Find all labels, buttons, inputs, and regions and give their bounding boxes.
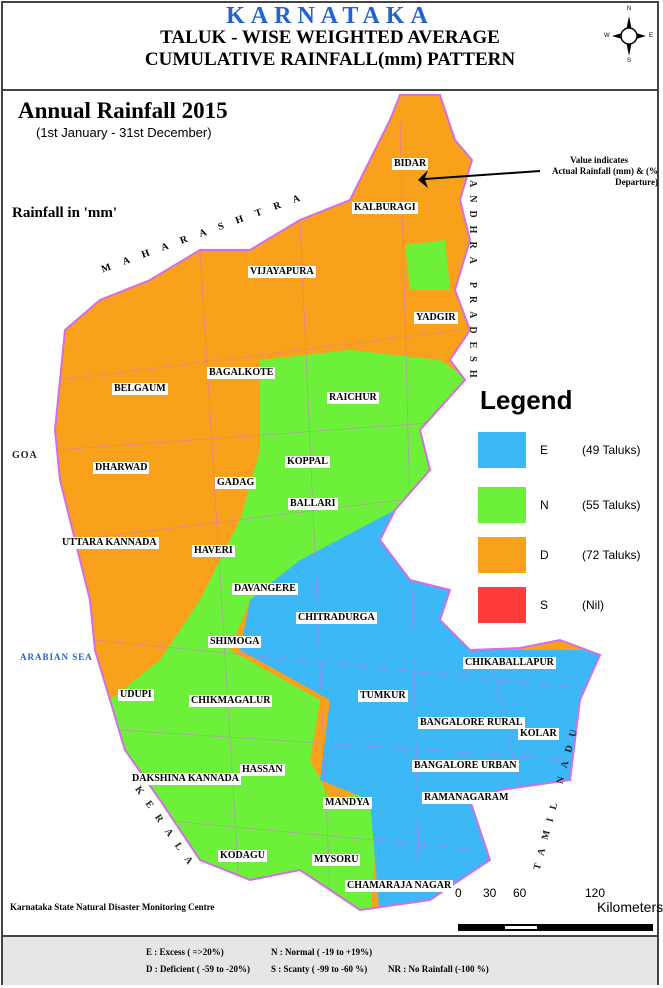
- district-label: BAGALKOTE: [207, 367, 276, 379]
- map-title: Annual Rainfall 2015: [18, 98, 228, 123]
- district-label: DAVANGERE: [232, 583, 298, 595]
- legend-count: (72 Taluks): [582, 548, 641, 562]
- scale-tick: 30: [483, 886, 497, 900]
- footer-no-rainfall: NR : No Rainfall (-100 %): [388, 964, 489, 974]
- district-label: SHIMOGA: [208, 636, 262, 648]
- value-note-line-1: Value indicates: [570, 155, 628, 165]
- value-note: Value indicates Actual Rainfall (mm) & (…: [538, 155, 658, 188]
- region-normal-east: [405, 240, 450, 290]
- footer-key: E : Excess ( =>20%) N : Normal ( -19 to …: [3, 935, 657, 985]
- legend-swatch: [478, 537, 526, 573]
- district-label: KALBURAGI: [352, 202, 418, 214]
- district-label: KOPPAL: [285, 456, 330, 468]
- district-label: MANDYA: [323, 797, 372, 809]
- footer-excess: E : Excess ( =>20%): [146, 947, 224, 957]
- unit-label: Rainfall in 'mm': [12, 205, 118, 221]
- district-label: BIDAR: [392, 158, 429, 170]
- legend-item: D (72 Taluks): [478, 537, 658, 573]
- header: KARNATAKA TALUK - WISE WEIGHTED AVERAGE …: [3, 3, 657, 91]
- scale-bar-white: [505, 926, 537, 929]
- district-label: UTTARA KANNADA: [60, 537, 159, 549]
- district-label: BALLARI: [288, 498, 338, 510]
- map-period: (1st January - 31st December): [36, 125, 212, 140]
- footer-scanty: S : Scanty ( -99 to -60 %): [271, 964, 368, 974]
- district-label: KOLAR: [518, 728, 559, 740]
- compass-n: N: [627, 6, 632, 12]
- district-label: BANGALORE RURAL: [418, 717, 525, 729]
- legend-count: (49 Taluks): [582, 443, 641, 457]
- district-label: RAICHUR: [327, 392, 379, 404]
- compass-w: W: [604, 33, 610, 39]
- legend-count: (55 Taluks): [582, 498, 641, 512]
- state-title: KARNATAKA: [226, 3, 434, 29]
- district-label: VIJAYAPURA: [248, 266, 316, 278]
- scale-tick: 120: [585, 886, 606, 900]
- neighbor-arabian-sea: ARABIAN SEA: [20, 652, 93, 662]
- legend-title: Legend: [480, 385, 573, 415]
- district-label: DAKSHINA KANNADA: [130, 773, 241, 785]
- compass-icon: N S W E: [604, 6, 654, 66]
- district-label: CHIKABALLAPUR: [463, 657, 556, 669]
- legend-item: N (55 Taluks): [478, 487, 658, 523]
- compass-s: S: [627, 58, 632, 64]
- scale-bar-black: [458, 924, 653, 931]
- neighbor-goa: GOA: [12, 450, 38, 461]
- legend-swatch: [478, 432, 526, 468]
- district-label: BELGAUM: [112, 383, 168, 395]
- scale-tick: 0: [455, 886, 462, 900]
- neighbor-andhra-pradesh: ANDHRA PRADESH: [467, 180, 478, 386]
- district-label: HAVERI: [192, 545, 235, 557]
- district-label: DHARWAD: [93, 462, 150, 474]
- district-label: TUMKUR: [358, 690, 408, 702]
- legend-item: S (Nil): [478, 587, 658, 623]
- value-note-line-2: Actual Rainfall (mm) & (% Departure): [552, 166, 658, 187]
- legend-swatch: [478, 587, 526, 623]
- district-label: KODAGU: [218, 850, 267, 862]
- legend-code: D: [540, 548, 549, 562]
- footer-normal: N : Normal ( -19 to +19%): [271, 947, 373, 957]
- district-label: UDUPI: [118, 689, 154, 701]
- compass-e: E: [649, 33, 654, 39]
- scale-tick: 60: [513, 886, 527, 900]
- legend-code: N: [540, 498, 549, 512]
- title-line-2: CUMULATIVE RAINFALL(mm) PATTERN: [144, 49, 516, 70]
- district-label: CHITRADURGA: [296, 612, 377, 624]
- district-label: CHIKMAGALUR: [189, 695, 273, 707]
- district-label: BANGALORE URBAN: [412, 760, 519, 772]
- district-label: HASSAN: [240, 764, 285, 776]
- legend-count: (Nil): [582, 598, 604, 612]
- district-label: CHAMARAJA NAGAR: [345, 880, 454, 892]
- credit: Karnataka State Natural Disaster Monitor…: [10, 902, 215, 912]
- footer-deficient: D : Deficient ( -59 to -20%): [146, 964, 250, 974]
- district-label: RAMANAGARAM: [422, 792, 511, 804]
- district-label: MYSORU: [312, 854, 361, 866]
- district-label: YADGIR: [414, 312, 458, 324]
- legend-code: S: [540, 598, 549, 612]
- scale-unit: Kilometers: [597, 899, 663, 915]
- note-arrow-icon: [418, 170, 540, 188]
- title-line-1: TALUK - WISE WEIGHTED AVERAGE: [160, 27, 500, 48]
- district-label: GADAG: [215, 477, 257, 489]
- legend-swatch: [478, 487, 526, 523]
- legend-code: E: [540, 443, 549, 457]
- legend-item: E (49 Taluks): [478, 432, 658, 468]
